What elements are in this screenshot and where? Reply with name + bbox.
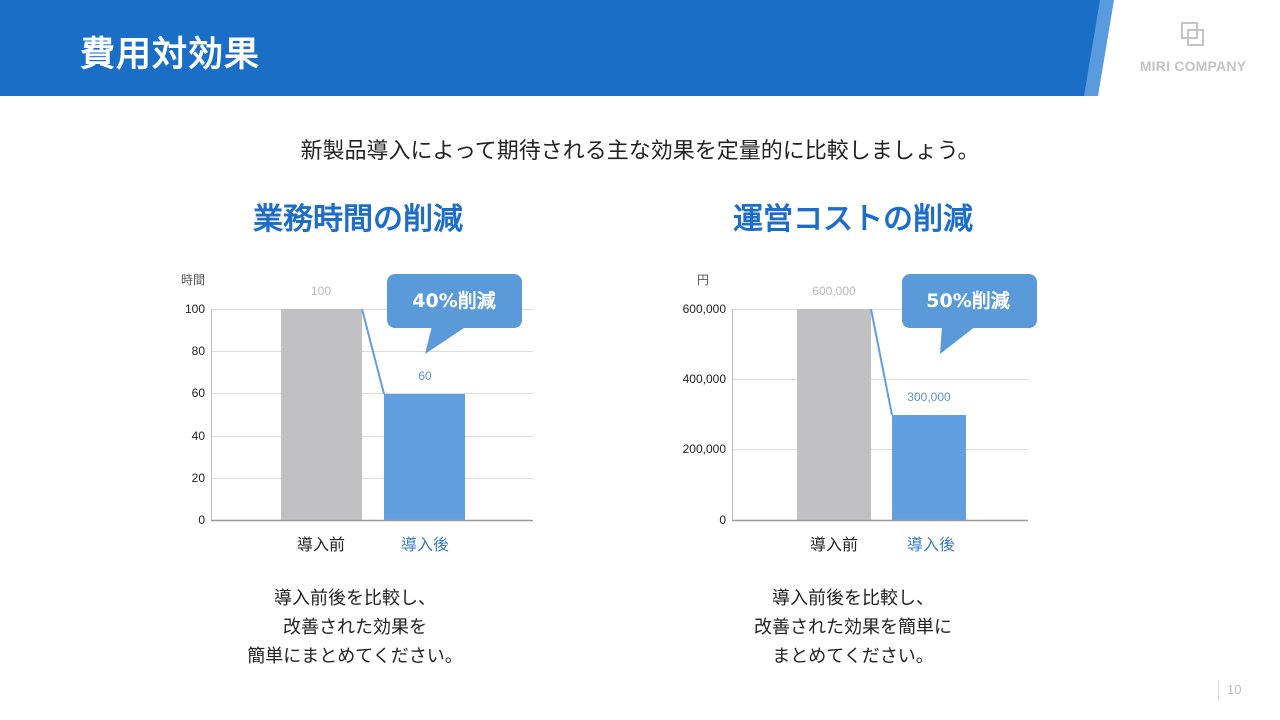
description-line: まとめてください。 xyxy=(772,646,934,667)
y-axis-unit: 円 xyxy=(697,273,709,287)
svg-text:200,000: 200,000 xyxy=(683,442,727,456)
connector-line xyxy=(361,308,385,395)
connector-line xyxy=(870,308,893,416)
category-label-after: 導入後 xyxy=(401,535,449,554)
callout-text: 50%削減 xyxy=(926,289,1009,312)
value-label-before: 100 xyxy=(311,284,331,298)
svg-text:100: 100 xyxy=(185,302,205,316)
value-label-after: 60 xyxy=(418,369,432,383)
description-work-hours: 導入前後を比較し、 改善された効果を 簡単にまとめてください。 xyxy=(205,584,505,671)
company-logo: MIRI COMPANY xyxy=(1130,20,1256,80)
section-title-work-hours: 業務時間の削減 xyxy=(253,202,463,237)
callout-bubble: 40%削減 xyxy=(387,274,522,354)
header-background xyxy=(0,0,1100,96)
callout-text: 40%削減 xyxy=(412,289,495,312)
svg-text:60: 60 xyxy=(192,386,206,400)
svg-text:600,000: 600,000 xyxy=(683,302,727,316)
bar-after xyxy=(892,415,966,520)
svg-text:80: 80 xyxy=(192,344,206,358)
company-name: MIRI COMPANY xyxy=(1139,58,1247,74)
y-axis-unit: 時間 xyxy=(181,273,205,287)
description-line: 導入前後を比較し、 xyxy=(274,588,436,609)
description-operating-cost: 導入前後を比較し、 改善された効果を簡単に まとめてください。 xyxy=(703,584,1003,671)
gridlines xyxy=(211,309,533,479)
y-axis-ticks: 100 80 60 40 20 0 xyxy=(185,302,205,527)
header-bar xyxy=(0,0,1114,96)
value-label-before: 600,000 xyxy=(812,284,856,298)
chart-work-hours-svg: 時間 100 80 60 40 20 0 100 60 導入前 導 xyxy=(181,273,533,554)
callout-bubble: 50%削減 xyxy=(902,274,1037,354)
page-title: 費用対効果 xyxy=(80,35,261,75)
bar-after xyxy=(384,394,465,520)
chart-operating-cost-svg: 円 600,000 400,000 200,000 0 600,000 300,… xyxy=(683,273,1037,554)
svg-text:400,000: 400,000 xyxy=(683,372,727,386)
bar-before xyxy=(797,309,871,520)
description-line: 改善された効果を xyxy=(283,617,427,638)
category-label-before: 導入前 xyxy=(810,535,858,554)
section-title-operating-cost: 運営コストの削減 xyxy=(733,202,973,237)
description-line: 導入前後を比較し、 xyxy=(772,588,934,609)
svg-text:40: 40 xyxy=(192,429,206,443)
description-line: 改善された効果を簡単に xyxy=(754,617,952,638)
category-label-after: 導入後 xyxy=(907,535,955,554)
value-label-after: 300,000 xyxy=(907,390,951,404)
header: 費用対効果 MIRI COMPANY xyxy=(0,0,1280,96)
logo-squares-icon xyxy=(1181,22,1204,46)
page-number: 10 xyxy=(1218,680,1241,700)
svg-text:0: 0 xyxy=(719,513,726,527)
svg-text:0: 0 xyxy=(198,513,205,527)
description-line: 簡単にまとめてください。 xyxy=(247,646,463,667)
chart-operating-cost: 円 600,000 400,000 200,000 0 600,000 300,… xyxy=(670,262,1090,562)
subtitle: 新製品導入によって期待される主な効果を定量的に比較しましょう。 xyxy=(300,139,980,164)
chart-work-hours: 時間 100 80 60 40 20 0 100 60 導入前 導 xyxy=(170,262,590,562)
gridlines xyxy=(732,309,1028,450)
bar-before xyxy=(281,309,362,520)
category-label-before: 導入前 xyxy=(297,535,345,554)
svg-text:20: 20 xyxy=(192,471,206,485)
y-axis-ticks: 600,000 400,000 200,000 0 xyxy=(683,302,727,527)
